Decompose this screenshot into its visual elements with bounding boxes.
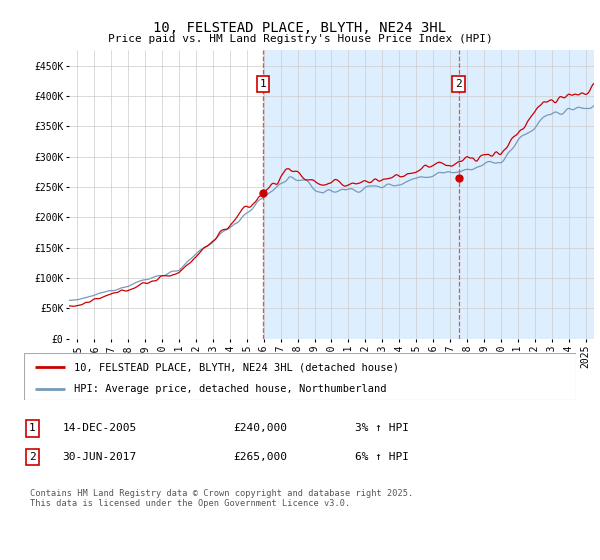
Text: 2: 2 [455, 79, 462, 89]
Text: 1: 1 [260, 79, 266, 89]
Text: Price paid vs. HM Land Registry's House Price Index (HPI): Price paid vs. HM Land Registry's House … [107, 34, 493, 44]
Text: 10, FELSTEAD PLACE, BLYTH, NE24 3HL (detached house): 10, FELSTEAD PLACE, BLYTH, NE24 3HL (det… [74, 362, 398, 372]
Text: 14-DEC-2005: 14-DEC-2005 [62, 423, 137, 433]
Text: 2: 2 [29, 452, 35, 462]
Text: 30-JUN-2017: 30-JUN-2017 [62, 452, 137, 462]
Text: 1: 1 [29, 423, 35, 433]
Text: 6% ↑ HPI: 6% ↑ HPI [355, 452, 409, 462]
Text: 3% ↑ HPI: 3% ↑ HPI [355, 423, 409, 433]
FancyBboxPatch shape [24, 353, 576, 400]
Text: HPI: Average price, detached house, Northumberland: HPI: Average price, detached house, Nort… [74, 384, 386, 394]
Text: £240,000: £240,000 [234, 423, 288, 433]
Text: £265,000: £265,000 [234, 452, 288, 462]
Bar [263, 50, 594, 339]
Text: Contains HM Land Registry data © Crown copyright and database right 2025.
This d: Contains HM Land Registry data © Crown c… [29, 489, 413, 508]
Text: 10, FELSTEAD PLACE, BLYTH, NE24 3HL: 10, FELSTEAD PLACE, BLYTH, NE24 3HL [154, 21, 446, 35]
